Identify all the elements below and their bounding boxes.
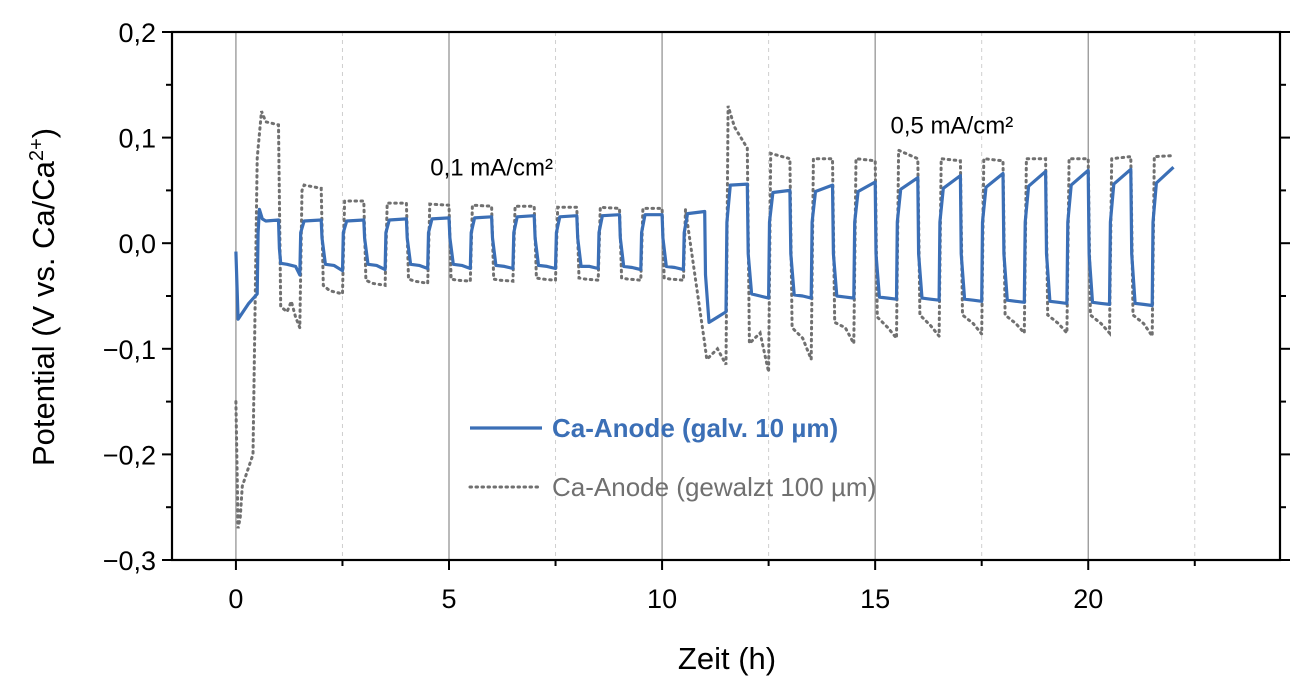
series-gewalzt-line bbox=[234, 105, 1175, 529]
x-tick-label-1: 5 bbox=[441, 584, 456, 614]
series-galv-line bbox=[234, 166, 1175, 324]
x-axis-title: Zeit (h) bbox=[678, 641, 776, 676]
y-axis-title: Potential (V vs. Ca/Ca2+) bbox=[26, 128, 61, 466]
y-tick-label-4: −0,2 bbox=[103, 440, 156, 470]
x-tick-label-3: 15 bbox=[860, 584, 890, 614]
y-tick-label-1: 0,1 bbox=[118, 124, 156, 154]
legend-label-gewalzt: Ca-Anode (gewalzt 100 µm) bbox=[552, 472, 876, 502]
y-axis-title-close: ) bbox=[26, 128, 61, 138]
y-tick-label-3: −0,1 bbox=[103, 335, 156, 365]
series-layer bbox=[234, 105, 1175, 529]
legend-label-galv: Ca-Anode (galv. 10 µm) bbox=[552, 413, 838, 443]
y-tick-label-0: 0,2 bbox=[118, 18, 156, 48]
annotation-low-current: 0,1 mA/cm² bbox=[430, 155, 553, 182]
y-tick-label-5: −0,3 bbox=[103, 546, 156, 576]
annotation-high-current: 0,5 mA/cm² bbox=[891, 112, 1014, 139]
axis-ticks: 0 5 10 15 20 0,2 0,1 0,0 −0,1 −0,2 −0,3 bbox=[103, 18, 1290, 614]
y-axis-title-main: Potential (V vs. Ca/Ca bbox=[26, 160, 61, 466]
y-axis-title-superscript: 2+ bbox=[26, 138, 48, 161]
legend: Ca-Anode (galv. 10 µm) Ca-Anode (gewalzt… bbox=[468, 413, 876, 502]
x-tick-label-0: 0 bbox=[228, 584, 243, 614]
y-tick-label-2: 0,0 bbox=[118, 229, 156, 259]
x-tick-label-4: 20 bbox=[1073, 584, 1103, 614]
x-tick-label-2: 10 bbox=[647, 584, 677, 614]
